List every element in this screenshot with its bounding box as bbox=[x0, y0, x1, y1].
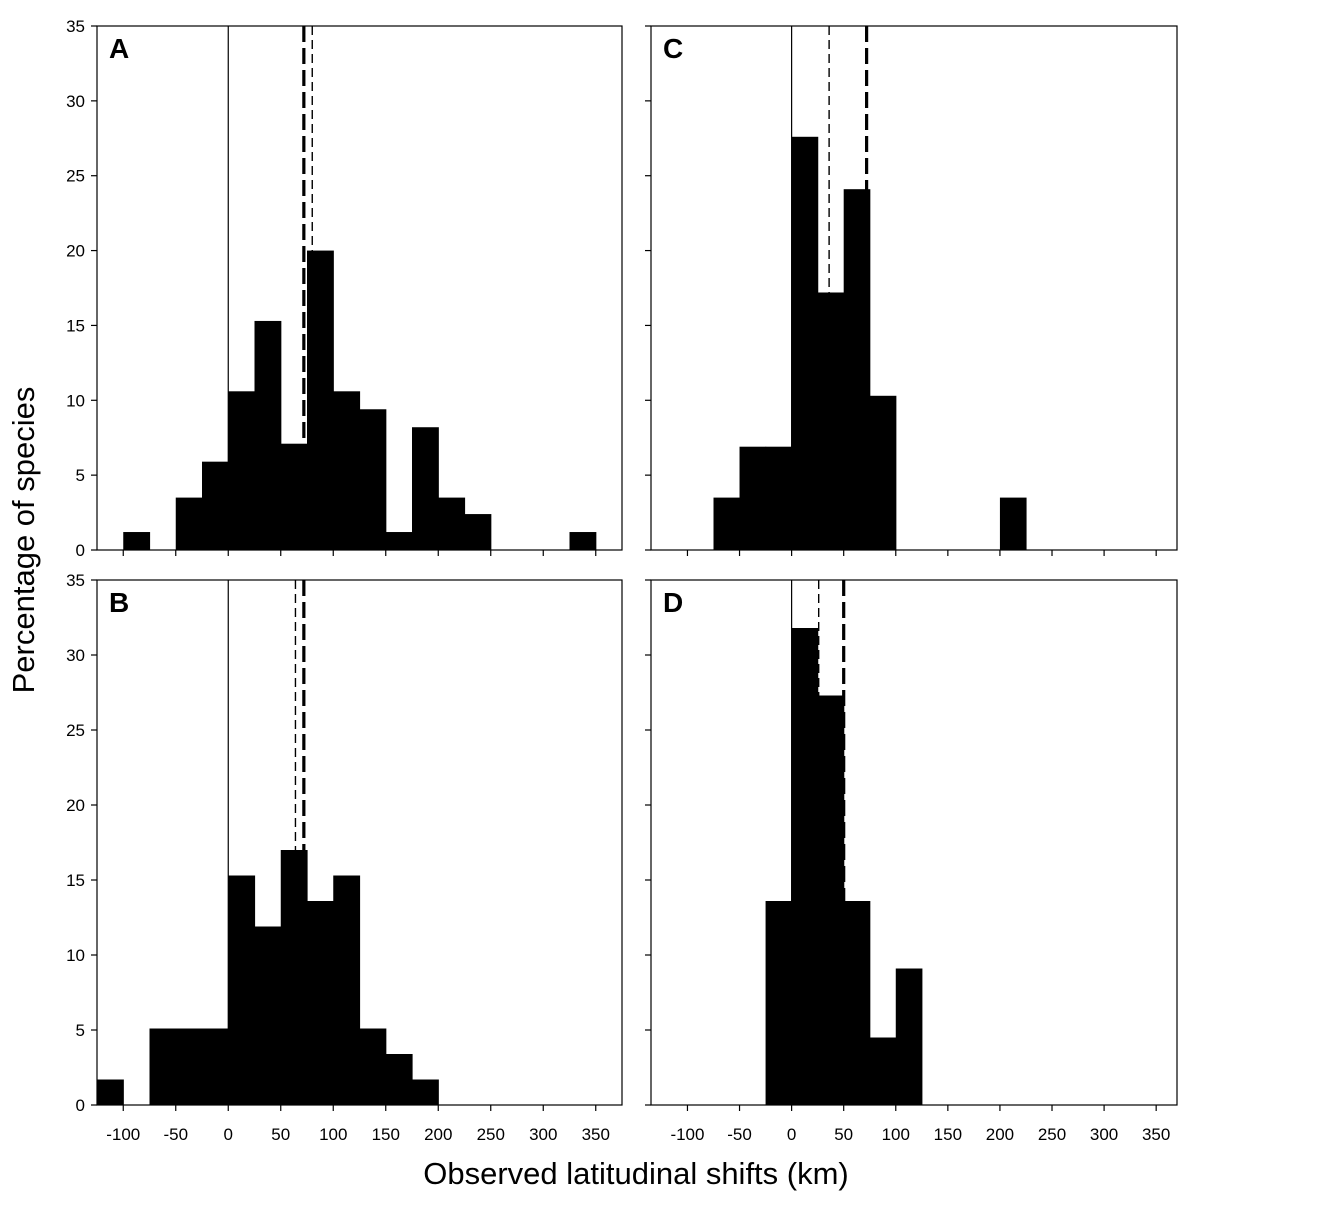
x-tick-label: 0 bbox=[787, 1125, 796, 1144]
histogram-bar bbox=[895, 968, 923, 1105]
x-tick-label: 100 bbox=[319, 1125, 347, 1144]
y-tick-label: 10 bbox=[66, 946, 85, 965]
histogram-bar bbox=[359, 409, 387, 550]
y-tick-label: 0 bbox=[76, 541, 85, 560]
x-tick-label: 300 bbox=[1090, 1125, 1118, 1144]
histogram-bar bbox=[149, 1028, 177, 1105]
histogram-bar bbox=[123, 532, 151, 550]
histogram-bar bbox=[385, 532, 413, 550]
histogram-bar bbox=[307, 901, 334, 1105]
x-tick-label: 200 bbox=[424, 1125, 452, 1144]
histogram-bar bbox=[254, 926, 282, 1105]
x-tick-label: 250 bbox=[1038, 1125, 1066, 1144]
histogram-bar bbox=[765, 446, 793, 550]
y-tick-label: 10 bbox=[66, 391, 85, 410]
panel-a: 0 5 10 15 20 25 30 35 A bbox=[66, 17, 623, 560]
panel-letter: A bbox=[109, 33, 129, 64]
y-tick-label: 0 bbox=[76, 1096, 85, 1115]
plot-frame bbox=[650, 579, 1178, 1106]
y-tick-label: 35 bbox=[66, 17, 85, 36]
x-tick-label: -100 bbox=[670, 1125, 704, 1144]
histogram-bar bbox=[817, 695, 845, 1105]
x-tick-label: 0 bbox=[224, 1125, 233, 1144]
y-tick-label: 15 bbox=[66, 316, 85, 335]
x-tick-label: 150 bbox=[934, 1125, 962, 1144]
x-tick-label: 350 bbox=[582, 1125, 610, 1144]
x-tick-label: 250 bbox=[477, 1125, 505, 1144]
y-tick-label: 30 bbox=[66, 646, 85, 665]
x-tick-label: 50 bbox=[834, 1125, 853, 1144]
histogram-bar bbox=[817, 292, 845, 550]
x-tick-label: 300 bbox=[529, 1125, 557, 1144]
histogram-bar bbox=[385, 1054, 413, 1105]
panel-c: C bbox=[645, 25, 1178, 556]
histogram-bar bbox=[569, 532, 597, 550]
histogram-bar bbox=[202, 461, 229, 550]
histogram-bar bbox=[228, 875, 256, 1105]
x-tick-label: -50 bbox=[727, 1125, 752, 1144]
histogram-bar bbox=[869, 1037, 897, 1105]
x-axis-title: Observed latitudinal shifts (km) bbox=[423, 1156, 849, 1191]
y-tick-label: 5 bbox=[76, 466, 85, 485]
histogram-bar bbox=[438, 497, 466, 550]
x-tick-label: 50 bbox=[271, 1125, 290, 1144]
histogram-bar bbox=[791, 136, 819, 551]
histogram-bar bbox=[307, 250, 334, 550]
y-tick-label: 35 bbox=[66, 571, 85, 590]
histogram-bar bbox=[202, 1028, 229, 1105]
histogram-bar bbox=[175, 497, 203, 550]
histogram-bar bbox=[791, 628, 819, 1105]
histogram-bar bbox=[254, 320, 282, 550]
x-tick-label: -100 bbox=[106, 1125, 140, 1144]
histogram-bar bbox=[333, 875, 361, 1105]
y-tick-label: 15 bbox=[66, 871, 85, 890]
y-tick-label: 25 bbox=[66, 167, 85, 186]
histogram-bar bbox=[765, 901, 793, 1105]
x-tick-label: 200 bbox=[986, 1125, 1014, 1144]
plot-frame bbox=[650, 25, 1178, 551]
x-tick-label: -50 bbox=[163, 1125, 188, 1144]
plot-frame bbox=[96, 25, 623, 551]
panel-letter: C bbox=[663, 33, 683, 64]
histogram-bar bbox=[97, 1079, 124, 1105]
histogram-bar bbox=[412, 427, 439, 550]
panel-letter: D bbox=[663, 587, 683, 618]
x-tick-label: 150 bbox=[372, 1125, 400, 1144]
histogram-bar bbox=[464, 514, 492, 550]
x-tick-label: 350 bbox=[1142, 1125, 1170, 1144]
panel-d: -100 -50 0 50 100 150 200 250 300 350 D bbox=[645, 579, 1178, 1144]
panel-letter: B bbox=[109, 587, 129, 618]
histogram-bar bbox=[713, 497, 741, 550]
plot-frame bbox=[96, 579, 623, 1106]
histogram-bar bbox=[869, 395, 897, 550]
y-tick-label: 25 bbox=[66, 721, 85, 740]
histogram-bar bbox=[843, 901, 871, 1105]
histogram-bar bbox=[359, 1028, 387, 1105]
y-tick-label: 20 bbox=[66, 796, 85, 815]
x-tick-label: 100 bbox=[882, 1125, 910, 1144]
y-tick-label: 20 bbox=[66, 242, 85, 261]
histogram-bar bbox=[999, 497, 1027, 550]
y-tick-label: 5 bbox=[76, 1021, 85, 1040]
histogram-bar bbox=[412, 1079, 439, 1105]
histogram-bar bbox=[739, 446, 767, 550]
y-tick-label: 30 bbox=[66, 92, 85, 111]
histogram-bar bbox=[333, 391, 361, 550]
y-axis-title: Percentage of species bbox=[6, 387, 41, 694]
panel-b: 0 5 10 15 20 25 30 35 -100 -50 0 50 100 150 200 250 300 3… bbox=[66, 571, 623, 1144]
histogram-bar bbox=[228, 391, 256, 550]
histogram-bar bbox=[175, 1028, 203, 1105]
